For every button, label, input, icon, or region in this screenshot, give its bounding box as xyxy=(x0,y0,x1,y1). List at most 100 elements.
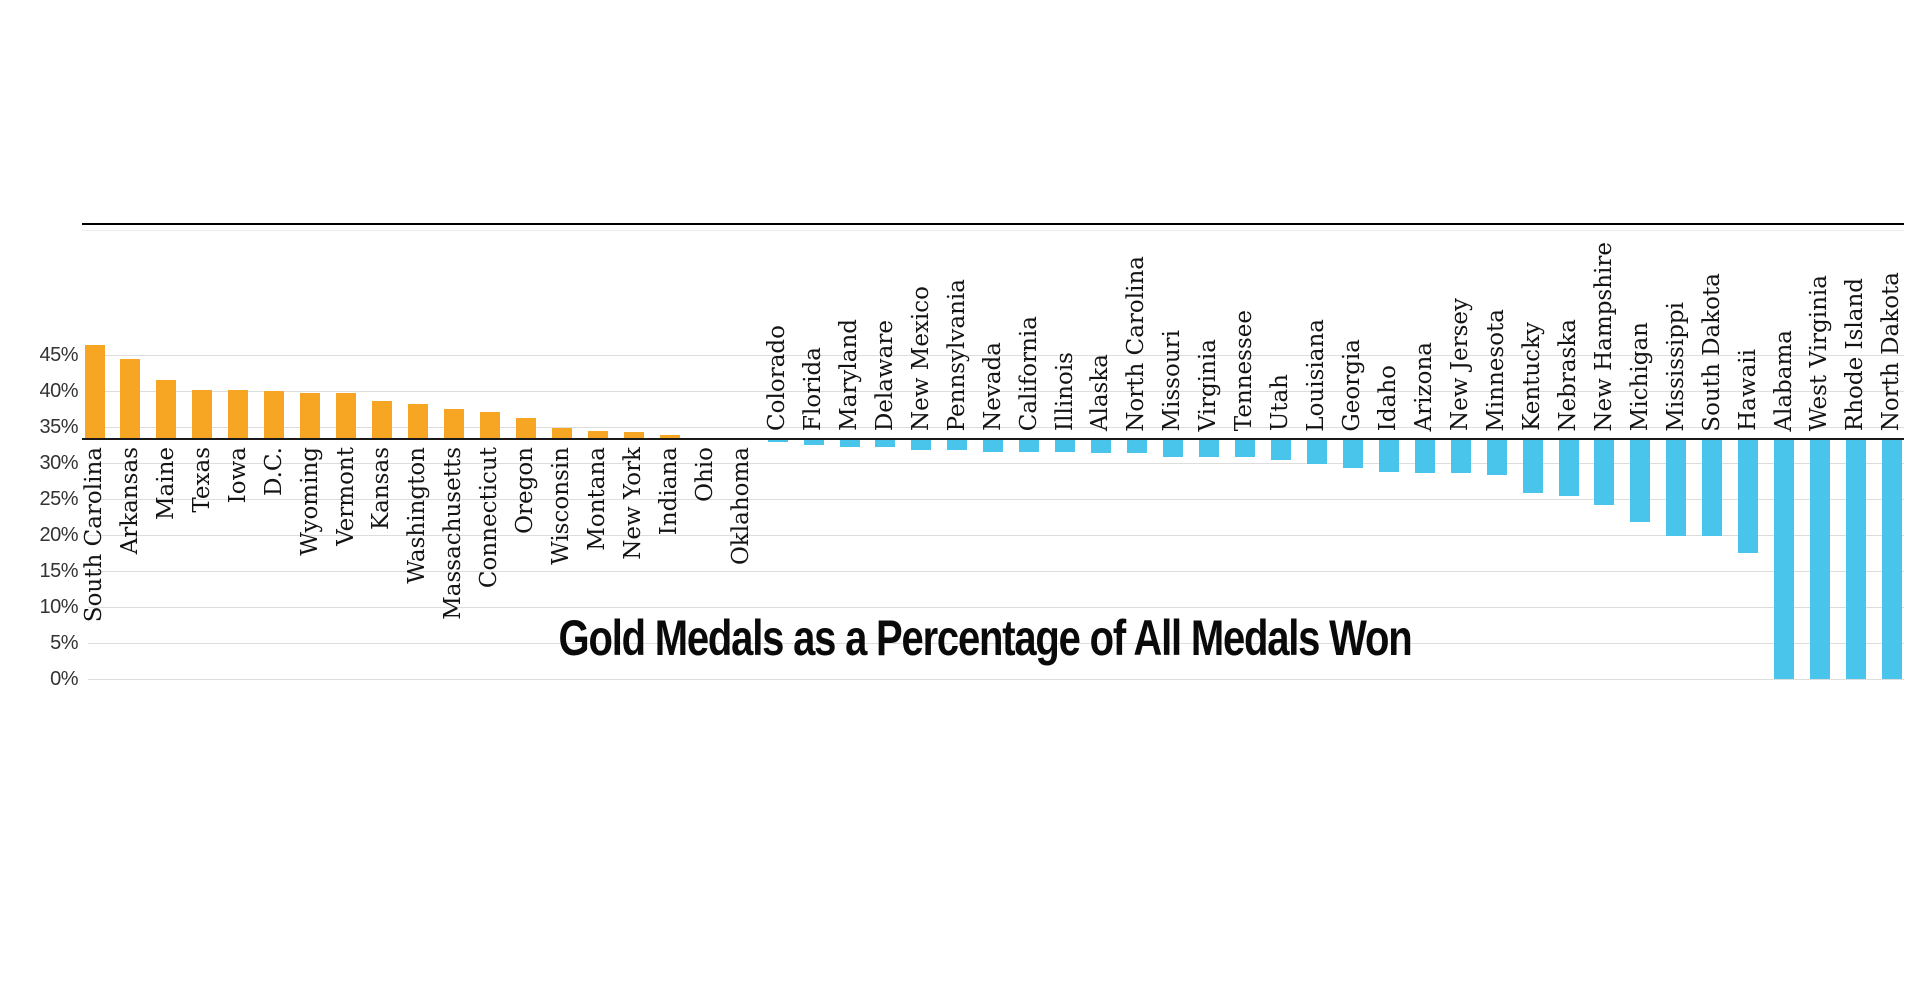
gridline-15pct xyxy=(88,570,1904,572)
bar-new-hampshire xyxy=(1594,439,1615,506)
state-name-text: Alabama xyxy=(1770,329,1797,432)
label-minnesota: Minnesota xyxy=(1479,309,1515,432)
label-washington: Washington xyxy=(400,447,436,584)
bar-missouri xyxy=(1163,439,1183,457)
label-new-hampshire: New Hampshire xyxy=(1586,242,1622,432)
label-georgia: Georgia xyxy=(1335,339,1371,432)
bar-utah xyxy=(1270,439,1291,460)
y-tick-40pct: 40% xyxy=(39,380,78,403)
bar-kansas xyxy=(372,401,393,440)
bar-illinois xyxy=(1055,439,1076,452)
gridline-0pct xyxy=(88,678,1904,680)
state-name-text: Mississippi xyxy=(1662,301,1689,432)
state-name-text: Massachusetts xyxy=(440,447,467,621)
bar-michigan xyxy=(1630,439,1651,522)
state-name-text: Michigan xyxy=(1626,322,1653,432)
state-name-text: Oklahoma xyxy=(727,447,754,566)
state-name-text: Utah xyxy=(1267,374,1294,432)
bar-alabama xyxy=(1774,439,1795,680)
state-name-text: Wisconsin xyxy=(548,447,575,566)
bar-california xyxy=(1019,439,1040,452)
state-name-text: Louisiana xyxy=(1303,318,1330,432)
state-name-text: Missouri xyxy=(1159,329,1186,432)
state-name-text: South Carolina xyxy=(80,447,107,623)
bar-louisiana xyxy=(1306,439,1327,464)
y-tick-30pct: 30% xyxy=(39,452,78,475)
label-texas: Texas xyxy=(184,447,220,513)
bar-south-dakota xyxy=(1702,439,1723,536)
label-north-carolina: North Carolina xyxy=(1119,256,1155,432)
label-montana: Montana xyxy=(580,447,616,551)
bar-wisconsin xyxy=(551,428,572,440)
state-name-text: Vermont xyxy=(332,447,359,547)
bar-kentucky xyxy=(1522,439,1543,494)
state-name-text: Alaska xyxy=(1087,354,1114,432)
gridline-40pct xyxy=(88,390,1904,392)
state-name-text: D.C. xyxy=(260,447,287,497)
label-arizona: Arizona xyxy=(1407,342,1443,431)
state-name-text: New Jersey xyxy=(1446,298,1473,432)
label-alabama: Alabama xyxy=(1766,330,1802,432)
state-name-text: Maine xyxy=(152,447,179,521)
bar-south-carolina xyxy=(84,345,105,440)
y-tick-0pct: 0% xyxy=(50,668,78,691)
label-maine: Maine xyxy=(148,447,184,520)
bar-nevada xyxy=(983,439,1004,452)
state-name-text: Rhode Island xyxy=(1842,278,1869,432)
bar-massachusetts xyxy=(444,408,464,440)
bar-oregon xyxy=(515,417,536,440)
label-massachusetts: Massachusetts xyxy=(436,447,472,620)
state-name-text: Maryland xyxy=(835,319,862,432)
state-name-text: Wyoming xyxy=(296,447,323,556)
state-name-text: North Dakota xyxy=(1878,272,1905,432)
label-colorado: Colorado xyxy=(760,325,796,431)
label-new-mexico: New Mexico xyxy=(903,286,939,431)
label-tennessee: Tennessee xyxy=(1227,310,1263,431)
label-connecticut: Connecticut xyxy=(472,447,508,588)
bar-maine xyxy=(156,380,177,440)
top-divider-shadow-line xyxy=(82,230,1904,231)
bar-washington xyxy=(408,403,429,440)
bar-connecticut xyxy=(480,412,500,440)
state-name-text: Minnesota xyxy=(1482,308,1509,432)
label-maryland: Maryland xyxy=(832,319,868,431)
bar-florida xyxy=(803,439,824,446)
state-name-text: Montana xyxy=(584,447,611,551)
y-tick-20pct: 20% xyxy=(39,524,78,547)
label-new-jersey: New Jersey xyxy=(1443,298,1479,431)
bar-tennessee xyxy=(1234,439,1255,458)
bar-idaho xyxy=(1378,439,1399,472)
label-wisconsin: Wisconsin xyxy=(544,447,580,565)
y-tick-15pct: 15% xyxy=(39,560,78,583)
state-name-text: Georgia xyxy=(1339,338,1366,432)
gridline-5pct xyxy=(88,642,1904,644)
state-name-text: Ohio xyxy=(692,447,718,503)
gridline-25pct xyxy=(88,498,1904,500)
state-name-text: New Hampshire xyxy=(1590,241,1617,432)
state-name-text: Nevada xyxy=(979,342,1006,432)
top-divider-line xyxy=(82,223,1904,225)
chart-title: Gold Medals as a Percentage of All Medal… xyxy=(558,610,1413,666)
state-name-text: North Carolina xyxy=(1123,255,1150,432)
state-name-text: New Mexico xyxy=(907,286,934,432)
y-tick-25pct: 25% xyxy=(39,488,78,511)
state-name-text: Texas xyxy=(188,447,215,513)
state-name-text: Illinois xyxy=(1051,352,1078,432)
bar-delaware xyxy=(875,439,896,448)
state-name-text: Arkansas xyxy=(116,447,143,555)
label-california: California xyxy=(1011,316,1047,431)
label-ohio: Ohio xyxy=(688,447,724,502)
label-west-virginia: West Virginia xyxy=(1802,275,1838,431)
state-name-text: Pennsylvania xyxy=(943,278,970,432)
bar-texas xyxy=(192,389,213,440)
label-arkansas: Arkansas xyxy=(113,447,149,554)
x-axis-baseline xyxy=(82,438,1904,441)
label-iowa: Iowa xyxy=(220,447,256,503)
bar-arkansas xyxy=(120,358,141,440)
label-kentucky: Kentucky xyxy=(1515,322,1551,431)
label-michigan: Michigan xyxy=(1622,322,1658,431)
bar-virginia xyxy=(1199,439,1219,458)
label-north-dakota: North Dakota xyxy=(1874,272,1910,431)
bar-nebraska xyxy=(1558,439,1579,497)
